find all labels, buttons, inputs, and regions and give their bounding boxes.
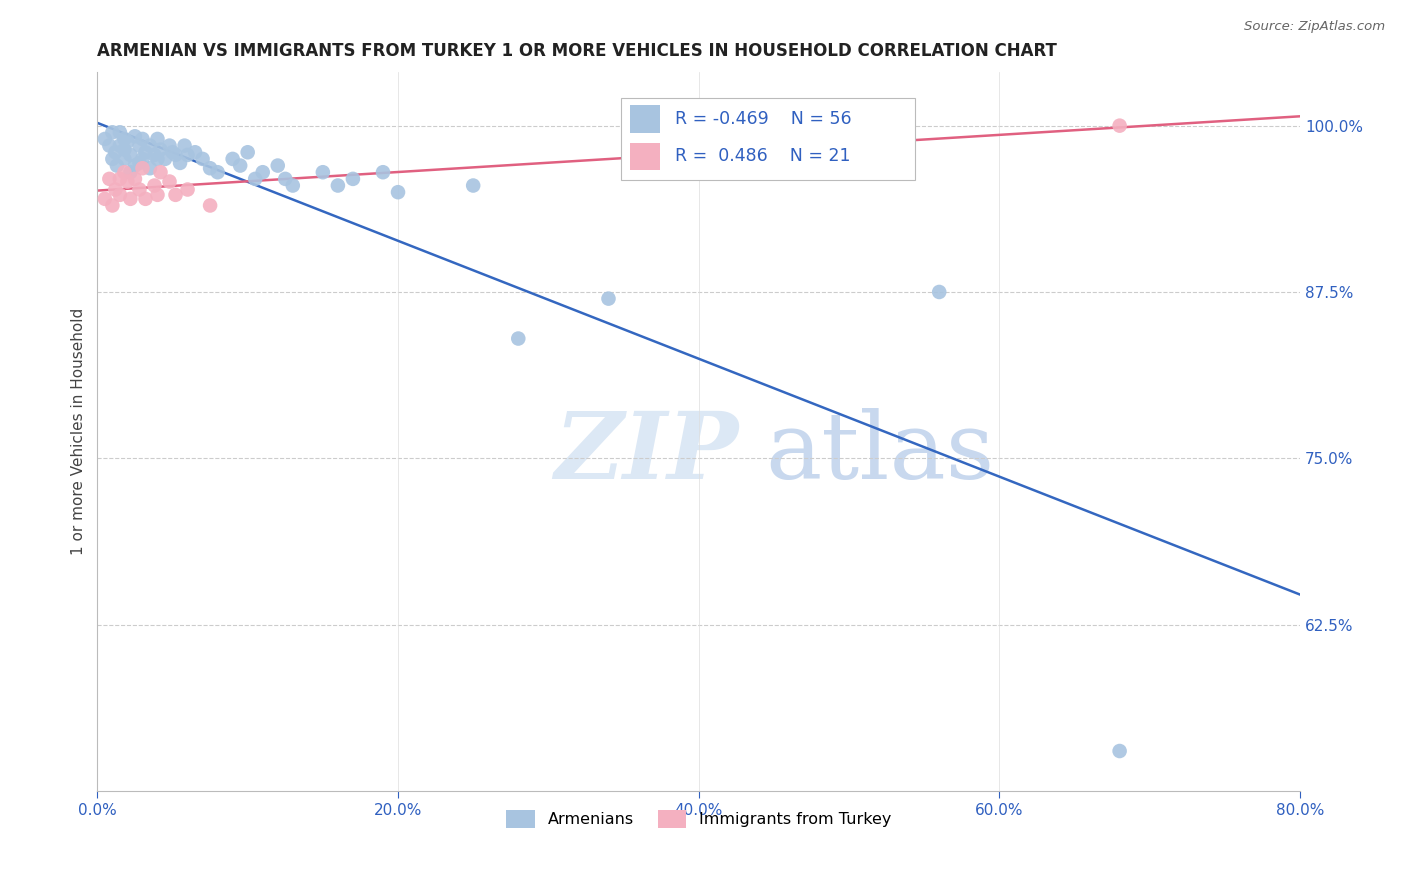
Point [108, 125, 131, 139]
Point [131, 161, 153, 176]
Text: atlas: atlas [765, 409, 994, 499]
Point [108, 138, 131, 153]
Text: R =  0.486    N = 21: R = 0.486 N = 21 [675, 147, 851, 166]
Point [169, 156, 191, 170]
Point [131, 152, 153, 166]
Point [165, 187, 187, 202]
Point [98, 172, 121, 186]
Point [104, 182, 127, 196]
Point [508, 332, 530, 346]
Point [124, 129, 146, 144]
Point [146, 132, 169, 146]
Point [124, 172, 146, 186]
Point [371, 165, 394, 179]
Point [176, 148, 198, 162]
Point [104, 145, 127, 160]
Point [101, 125, 124, 139]
FancyBboxPatch shape [630, 105, 661, 133]
Point [134, 145, 156, 160]
Point [198, 198, 221, 212]
Point [128, 138, 150, 153]
Point [281, 178, 304, 193]
Point [101, 198, 124, 212]
Point [387, 185, 409, 199]
Point [165, 148, 187, 162]
Legend: Armenians, Immigrants from Turkey: Armenians, Immigrants from Turkey [499, 804, 898, 835]
Point [120, 165, 142, 179]
Point [153, 152, 176, 166]
Point [94, 192, 117, 206]
Point [191, 152, 214, 166]
Point [245, 172, 267, 186]
FancyBboxPatch shape [620, 97, 915, 180]
Point [252, 165, 274, 179]
Point [149, 165, 172, 179]
Point [112, 152, 135, 166]
Text: ZIP: ZIP [554, 409, 738, 499]
Point [112, 132, 135, 146]
Point [162, 145, 184, 160]
Point [274, 172, 297, 186]
Point [198, 161, 221, 176]
Point [207, 165, 229, 179]
Point [173, 138, 195, 153]
Point [146, 152, 169, 166]
Text: ARMENIAN VS IMMIGRANTS FROM TURKEY 1 OR MORE VEHICLES IN HOUSEHOLD CORRELATION C: ARMENIAN VS IMMIGRANTS FROM TURKEY 1 OR … [97, 42, 1057, 60]
Point [928, 285, 950, 299]
Point [112, 143, 135, 157]
Point [143, 178, 166, 193]
Point [108, 172, 131, 186]
Point [94, 132, 117, 146]
Point [128, 182, 150, 196]
Point [184, 145, 207, 160]
Point [342, 172, 364, 186]
Point [159, 175, 181, 189]
Point [108, 187, 131, 202]
Y-axis label: 1 or more Vehicles in Household: 1 or more Vehicles in Household [72, 308, 86, 556]
Point [326, 178, 349, 193]
Point [134, 192, 156, 206]
Point [176, 182, 198, 196]
Point [139, 138, 162, 153]
Point [149, 143, 172, 157]
Point [98, 138, 121, 153]
Point [101, 152, 124, 166]
Point [1108, 119, 1130, 133]
Point [1108, 744, 1130, 758]
Point [139, 161, 162, 176]
Point [124, 159, 146, 173]
Point [312, 165, 335, 179]
Point [117, 175, 139, 189]
Point [131, 132, 153, 146]
Text: Source: ZipAtlas.com: Source: ZipAtlas.com [1244, 20, 1385, 33]
Point [117, 135, 139, 149]
Point [105, 159, 128, 173]
Point [598, 292, 620, 306]
Point [221, 152, 243, 166]
Point [267, 159, 290, 173]
Point [463, 178, 485, 193]
Point [146, 187, 169, 202]
FancyBboxPatch shape [630, 143, 661, 170]
Point [143, 148, 166, 162]
Point [236, 145, 259, 160]
Point [120, 148, 142, 162]
Point [128, 156, 150, 170]
Point [159, 138, 181, 153]
Point [229, 159, 252, 173]
Text: R = -0.469    N = 56: R = -0.469 N = 56 [675, 110, 851, 128]
Point [112, 165, 135, 179]
Point [120, 192, 142, 206]
